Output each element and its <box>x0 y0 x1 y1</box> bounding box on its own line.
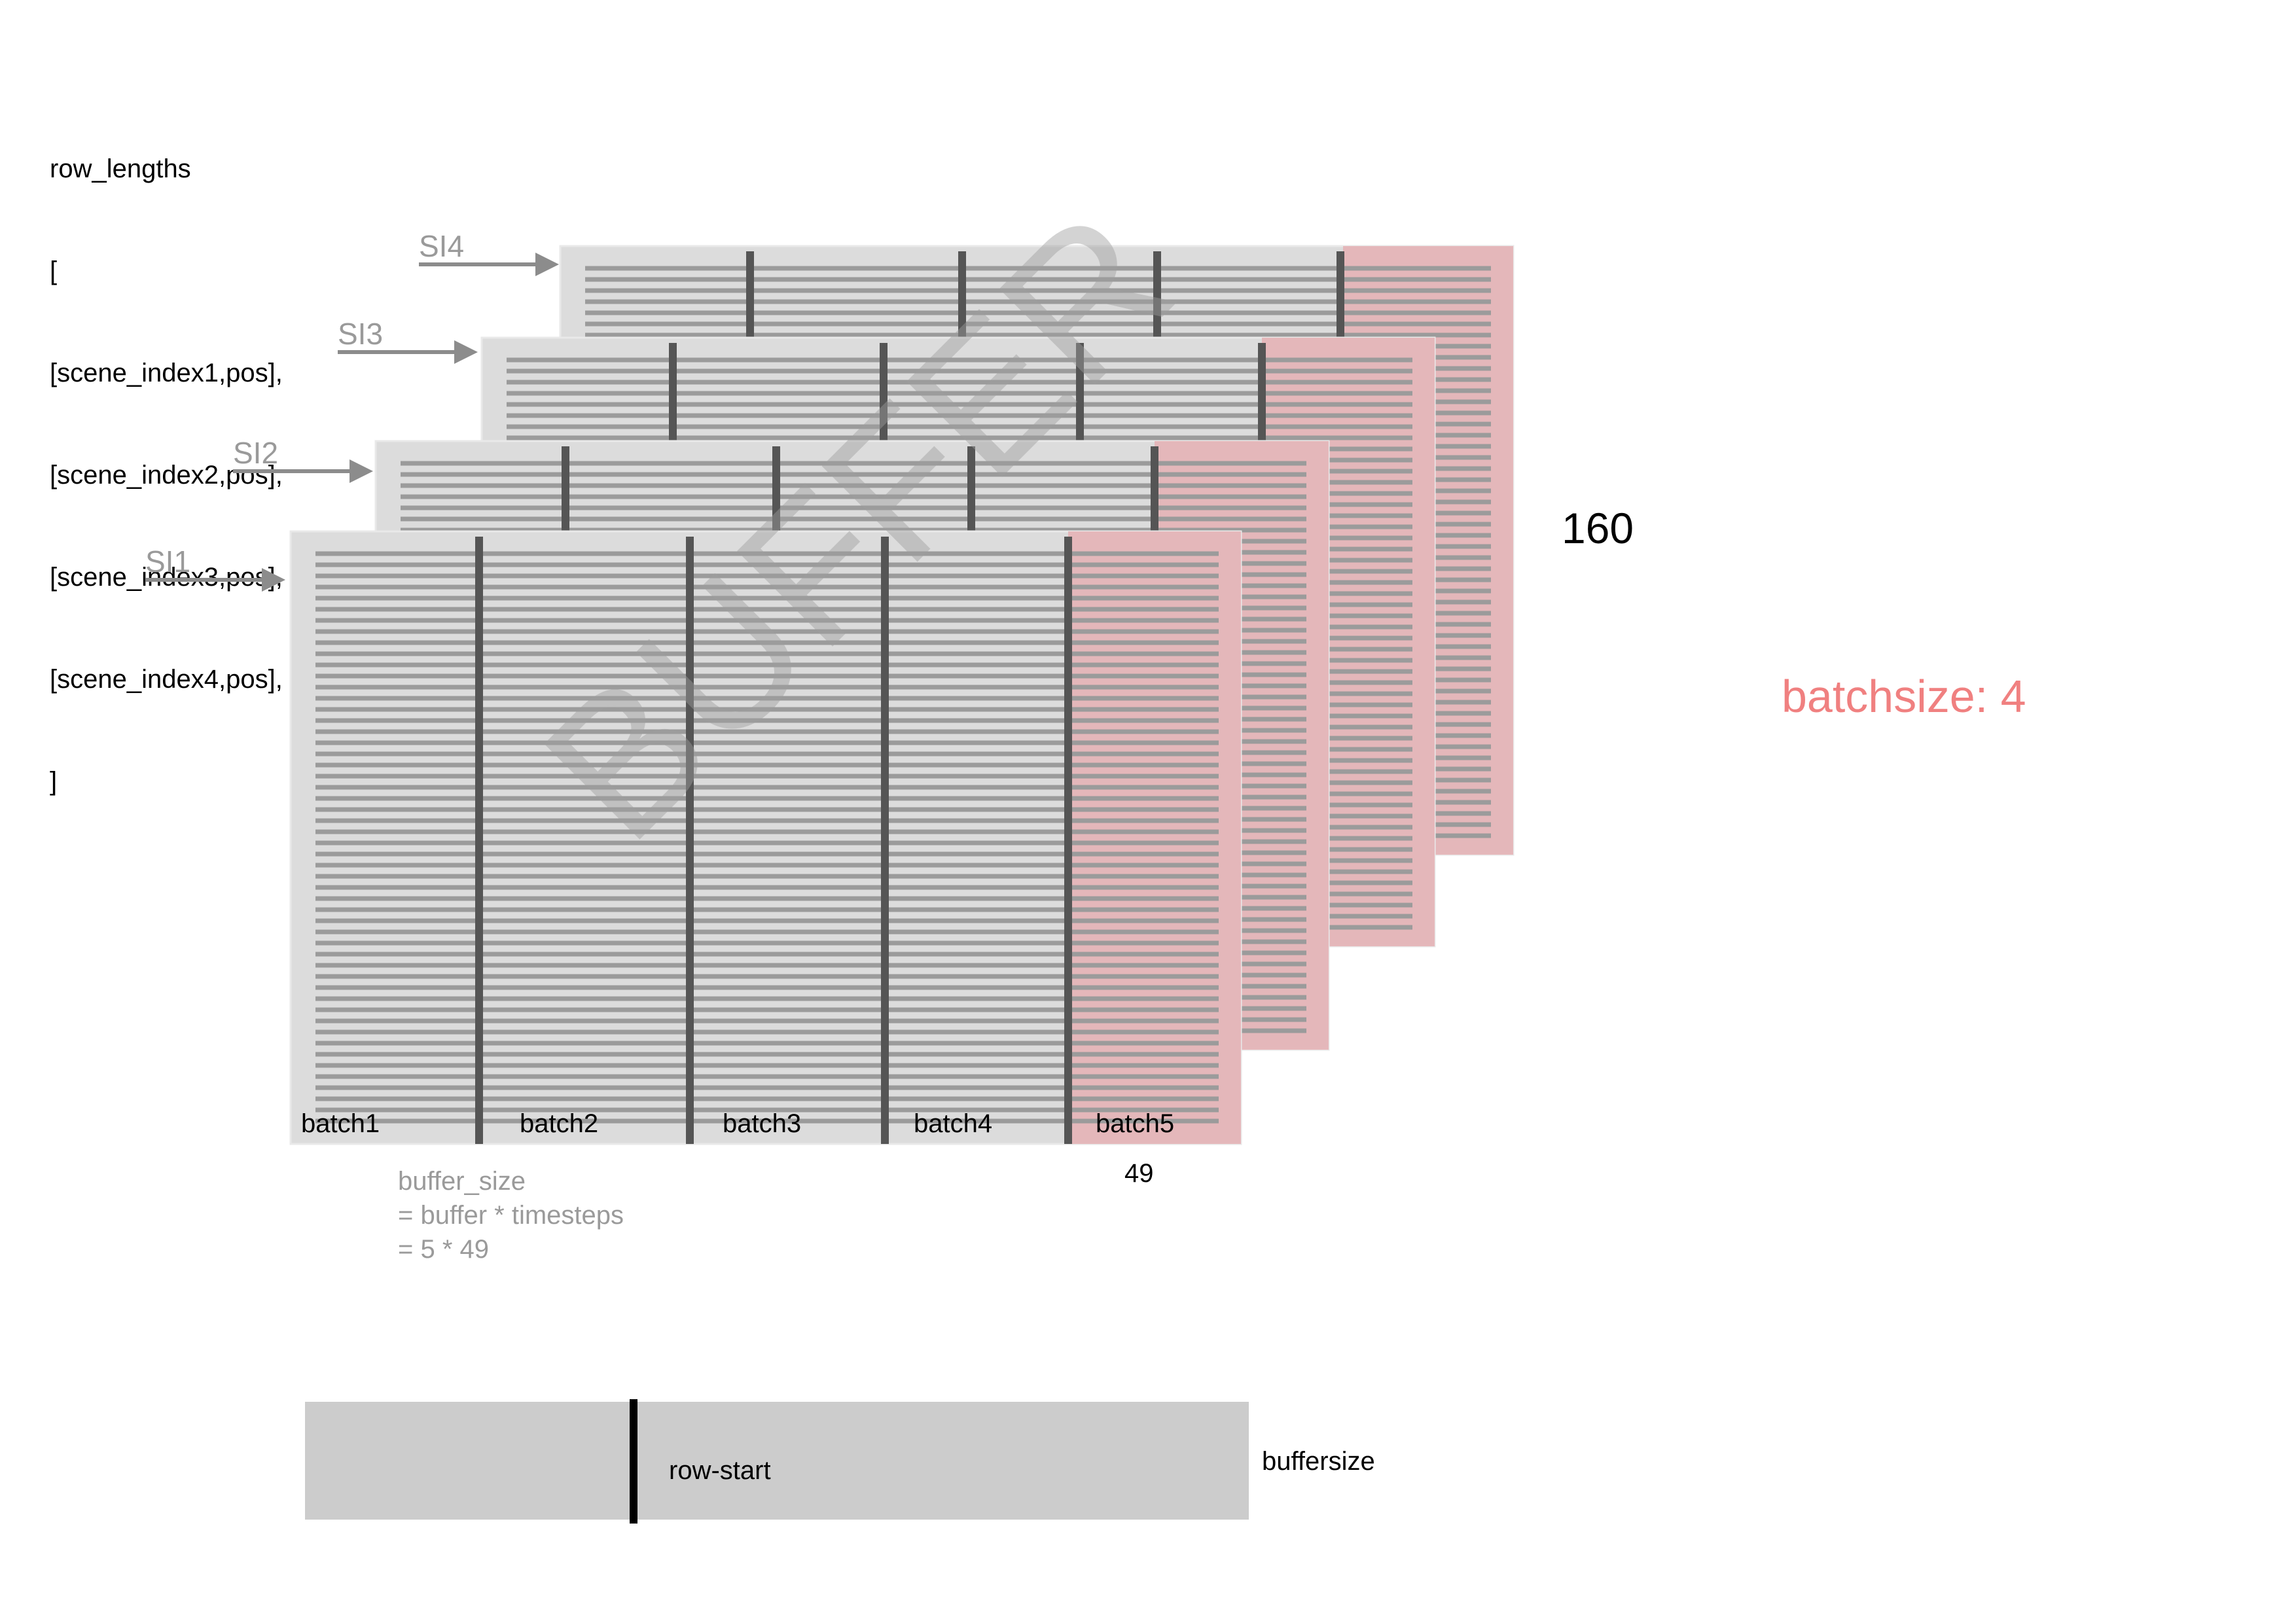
scene-label-si4: SI4 <box>419 229 464 263</box>
scene-label-si1: SI1 <box>145 544 190 579</box>
batch-divider <box>475 537 483 1144</box>
batchsize-label: batchsize: 4 <box>1782 671 2026 722</box>
row-lengths-block: row_lengths [ [scene_index1,pos], [scene… <box>50 84 283 832</box>
row-lengths-line: [scene_index1,pos], <box>50 359 283 387</box>
buffersize-label: buffersize <box>1262 1447 1375 1476</box>
arrowhead-si3 <box>454 340 478 364</box>
scene-arrows <box>145 253 559 592</box>
row-start-label: row-start <box>669 1456 771 1485</box>
batch-divider <box>881 537 889 1144</box>
row-lengths-line: [scene_index2,pos], <box>50 461 283 490</box>
batch-label: batch1 <box>301 1109 380 1138</box>
buffer-size-line: buffer_size <box>398 1167 526 1196</box>
rows-label: 160 <box>1562 504 1634 552</box>
scene-label-si2: SI2 <box>233 436 278 470</box>
batch-divider <box>686 537 694 1144</box>
row-lengths-title: row_lengths <box>50 154 191 183</box>
scene-label-si3: SI3 <box>338 317 383 351</box>
batch-divider <box>1064 537 1072 1144</box>
batch-label: batch2 <box>520 1109 598 1138</box>
row-lengths-line: [ <box>50 257 58 285</box>
batch-label: batch5 <box>1096 1109 1174 1138</box>
arrowhead-si2 <box>350 459 373 483</box>
sheet-si1 <box>289 530 1242 1145</box>
buffer-size-line: = buffer * timesteps <box>398 1201 624 1230</box>
timesteps-label: 49 <box>1124 1159 1154 1188</box>
batch-label: batch3 <box>723 1109 801 1138</box>
row-lengths-line: ] <box>50 767 58 796</box>
row-lengths-line: [scene_index4,pos], <box>50 665 283 694</box>
row-lengths-line: [scene_index3,pos], <box>50 563 283 592</box>
batch-label: batch4 <box>914 1109 992 1138</box>
row-start-marker <box>630 1399 637 1524</box>
arrowhead-si1 <box>262 568 285 592</box>
arrowhead-si4 <box>535 253 559 276</box>
buffer-size-line: = 5 * 49 <box>398 1235 489 1264</box>
buffer-bar <box>305 1402 1249 1520</box>
